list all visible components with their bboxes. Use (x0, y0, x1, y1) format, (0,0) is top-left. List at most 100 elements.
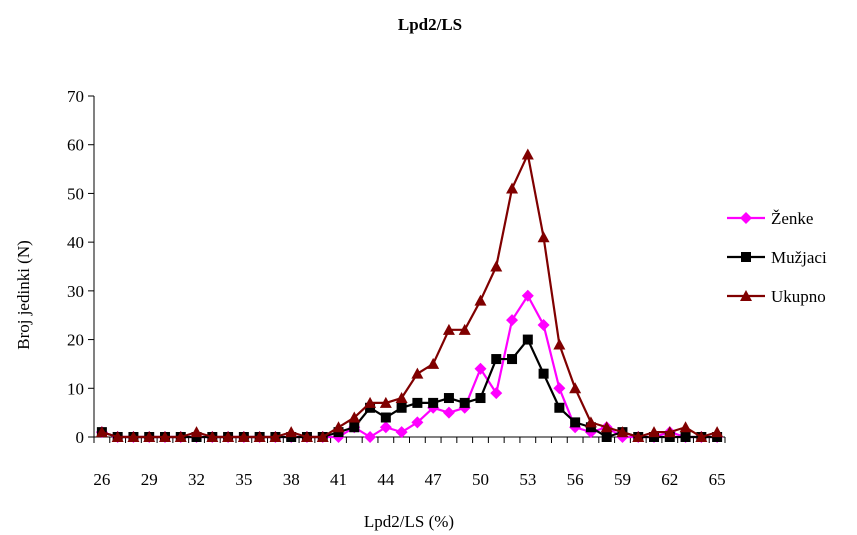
data-point-ukupno (364, 396, 377, 408)
x-axis-title: Lpd2/LS (%) (364, 512, 454, 531)
data-point-ukupno (332, 421, 345, 433)
x-tick-label: 38 (283, 470, 300, 489)
data-point--enke (490, 387, 503, 400)
series-line--enke (101, 294, 718, 439)
x-tick-label: 56 (567, 470, 584, 489)
x-tick-label: 62 (661, 470, 678, 489)
data-point-mu-jaci (570, 417, 581, 428)
data-point-ukupno (506, 182, 519, 194)
y-tick-label: 70 (67, 87, 84, 106)
series-mu-jaci (96, 334, 723, 442)
data-point-ukupno (521, 148, 534, 160)
y-axis-title: Broj jedinki (N) (14, 240, 33, 350)
legend-label--enke: Ženke (771, 209, 813, 228)
data-point-ukupno (569, 382, 582, 394)
data-point-mu-jaci (459, 397, 470, 408)
plot-area: 0 10 20 30 40 50 60 70 26 29 32 35 38 41 44 47 50 53 56 59 6… (67, 87, 726, 489)
data-point-ukupno (679, 421, 692, 433)
data-point-ukupno (127, 431, 140, 442)
data-point--enke (521, 289, 534, 302)
data-point--enke (379, 421, 392, 434)
data-point--enke (411, 416, 424, 429)
data-point-ukupno (190, 426, 203, 438)
data-point--enke (537, 318, 550, 331)
data-point-ukupno (458, 323, 471, 335)
data-point-ukupno (379, 396, 392, 408)
data-point-ukupno (537, 231, 550, 243)
data-point-ukupno (174, 431, 187, 442)
data-point-ukupno (411, 367, 424, 379)
data-point-mu-jaci (380, 412, 391, 423)
data-point-ukupno (111, 431, 124, 442)
data-point-mu-jaci (349, 422, 360, 433)
legend-label-mu-jaci: Mužjaci (771, 248, 827, 267)
legend-marker-mu-jaci (741, 252, 751, 262)
data-point-mu-jaci (507, 354, 518, 365)
data-point-mu-jaci (538, 368, 549, 379)
data-point-ukupno (395, 392, 408, 404)
data-point-ukupno (663, 426, 676, 438)
data-point-mu-jaci (522, 334, 533, 345)
y-tick-label: 30 (67, 282, 84, 301)
data-point-ukupno (158, 431, 171, 442)
y-tick-label: 40 (67, 233, 84, 252)
data-point-ukupno (474, 294, 487, 306)
data-point-ukupno (206, 431, 219, 442)
data-point-ukupno (553, 338, 566, 350)
x-tick-label: 35 (235, 470, 252, 489)
data-point-ukupno (316, 431, 329, 442)
y-tick-label: 0 (76, 428, 85, 447)
data-point-ukupno (285, 426, 298, 438)
x-tick-label: 26 (93, 470, 110, 489)
data-point--enke (553, 382, 566, 395)
data-point--enke (395, 426, 408, 439)
data-point-mu-jaci (475, 393, 486, 404)
data-point--enke (474, 362, 487, 375)
series-line-ukupno (101, 153, 718, 439)
legend-marker--enke (740, 212, 752, 224)
data-point-mu-jaci (491, 354, 502, 365)
y-tick-label: 60 (67, 136, 84, 155)
data-point-mu-jaci (601, 432, 612, 442)
data-point-ukupno (222, 431, 235, 442)
series--enke (95, 289, 724, 443)
x-tick-label: 29 (141, 470, 158, 489)
x-tick-label: 47 (425, 470, 443, 489)
data-point-mu-jaci (428, 397, 439, 408)
y-tick-label: 10 (67, 379, 84, 398)
data-point-ukupno (632, 431, 645, 442)
data-point-mu-jaci (680, 432, 691, 442)
legend: Ženke Mužjaci Ukupno (727, 209, 827, 306)
data-point-ukupno (269, 431, 282, 442)
data-point-mu-jaci (443, 393, 454, 404)
data-point-ukupno (490, 260, 503, 272)
series-ukupno (95, 148, 724, 442)
data-point-ukupno (600, 421, 613, 433)
legend-label-ukupno: Ukupno (771, 287, 826, 306)
data-point-ukupno (616, 426, 629, 438)
x-tick-label: 50 (472, 470, 489, 489)
data-point-ukupno (695, 431, 708, 442)
data-point--enke (442, 406, 455, 419)
data-point-ukupno (584, 416, 597, 428)
data-point-ukupno (300, 431, 313, 442)
data-point-ukupno (648, 426, 661, 438)
data-point-ukupno (95, 426, 108, 438)
data-point--enke (506, 314, 519, 327)
data-point-ukupno (442, 323, 455, 335)
y-tick-label: 20 (67, 331, 84, 350)
chart-title: Lpd2/LS (398, 15, 462, 34)
x-tick-label: 65 (709, 470, 726, 489)
x-tick-label: 44 (377, 470, 395, 489)
legend-marker-ukupno (740, 290, 752, 301)
data-point-mu-jaci (412, 397, 423, 408)
x-tick-label: 32 (188, 470, 205, 489)
x-tick-label: 53 (519, 470, 536, 489)
data-point--enke (364, 431, 377, 443)
data-point-ukupno (237, 431, 250, 442)
data-point-ukupno (427, 357, 440, 369)
data-point-mu-jaci (396, 402, 407, 413)
x-tick-label: 59 (614, 470, 631, 489)
data-point-ukupno (711, 426, 724, 438)
